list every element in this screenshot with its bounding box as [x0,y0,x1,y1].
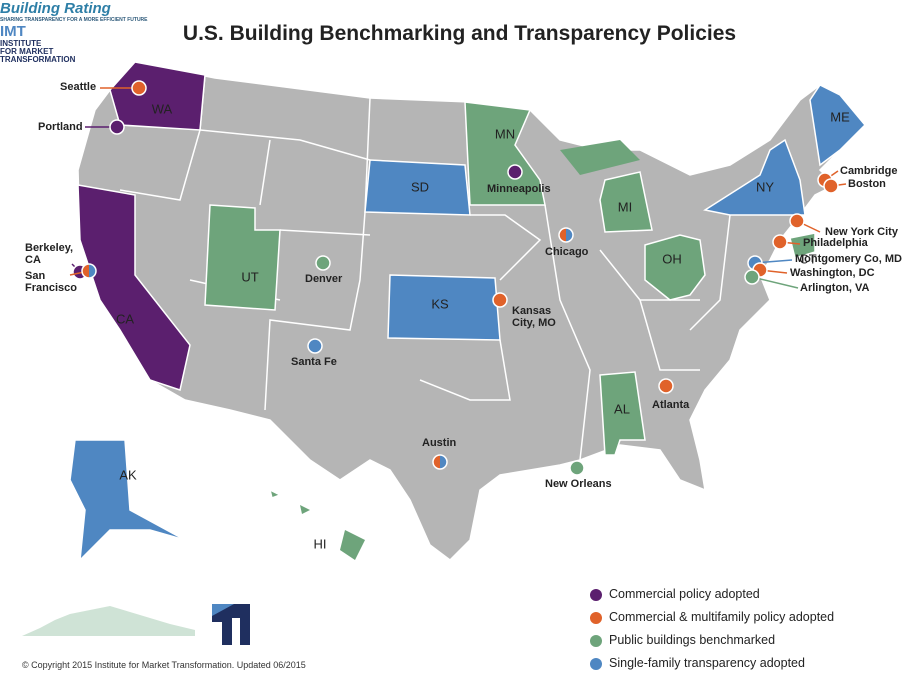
state-label: HI [314,536,327,551]
state-shape [69,439,186,563]
legend-swatch [590,635,602,647]
state-shape [387,274,501,341]
logo-tagline: SHARING TRANSPARENCY FOR A MORE EFFICIEN… [0,17,148,23]
city-label: Boston [848,178,886,190]
legend-label: Public buildings benchmarked [609,633,776,647]
state-label: WA [152,101,173,116]
imt-name: INSTITUTE FOR MARKET TRANSFORMATION [0,39,76,64]
state-shape [464,101,546,206]
city-label: Santa Fe [291,356,337,368]
city-marker [744,269,760,285]
city-label: Minneapolis [487,183,551,195]
state-shape [644,234,706,301]
city-marker-ring [81,263,97,279]
city-marker [507,164,523,180]
state-label: AL [614,401,630,416]
legend-swatch [590,658,602,670]
state-label: CT [799,251,816,266]
skyline [22,606,195,636]
city-label: Denver [305,273,343,285]
state-shape [364,159,471,216]
state-label: AK [119,467,137,482]
state-shape [599,371,646,456]
city-label: Arlington, VA [800,282,870,294]
state-shape [204,204,281,311]
legend-label: Commercial policy adopted [609,587,760,601]
city-marker-ring [558,227,574,243]
city-marker [315,255,331,271]
city-label: Portland [38,121,83,133]
legend-swatch [590,612,602,624]
state-label: MI [618,199,632,214]
state-label: MN [495,126,515,141]
city-label: New Orleans [545,478,612,490]
city-marker [109,119,125,135]
city-label: Cambridge [840,165,898,177]
state-label: SD [411,179,429,194]
state-shape [109,61,206,131]
city-label: New York City [825,226,898,238]
city-marker [823,178,839,194]
city-label: Montgomery Co, MD [795,253,902,265]
state-shape [599,171,653,233]
state-shape [340,530,365,560]
city-marker [772,234,788,250]
state-shape [268,488,282,499]
city-marker [569,460,585,476]
state-label: UT [241,269,258,284]
city-label: Philadelphia [803,237,868,249]
state-shape [789,232,816,259]
imt-icon [212,604,250,645]
city-marker-ring [432,454,448,470]
state-shape [703,138,806,216]
city-label: San Francisco [25,270,77,294]
city-marker [492,292,508,308]
legend-label: Commercial & multifamily policy adopted [609,610,835,624]
leader-line [751,276,799,289]
imt-icon-accent [212,604,234,616]
city-marker [131,80,147,96]
copyright: © Copyright 2015 Institute for Market Tr… [22,660,306,670]
state-label: CA [116,311,134,326]
city-label: Atlanta [652,399,690,411]
city-marker [789,213,805,229]
city-label: Chicago [545,246,589,258]
city-label: Berkeley, CA [25,242,74,266]
city-label: Seattle [60,81,97,93]
legend-label: Single-family transparency adopted [609,656,805,670]
imt-logo: IMT [0,23,26,40]
city-label: Washington, DC [790,267,875,279]
state-shape [300,505,310,514]
city-label: Kansas City, MO [512,305,556,329]
logo-text: Building Rating [0,0,111,17]
state-shape [560,140,640,175]
city-label: Austin [422,437,457,449]
state-label: ME [830,109,850,124]
city-marker [307,338,323,354]
city-marker [658,378,674,394]
state-label: NY [756,179,774,194]
legend-swatch [590,589,602,601]
state-shape [809,84,867,167]
state-label: OH [662,251,682,266]
state-label: KS [431,296,449,311]
map-title: U.S. Building Benchmarking and Transpare… [182,22,737,45]
